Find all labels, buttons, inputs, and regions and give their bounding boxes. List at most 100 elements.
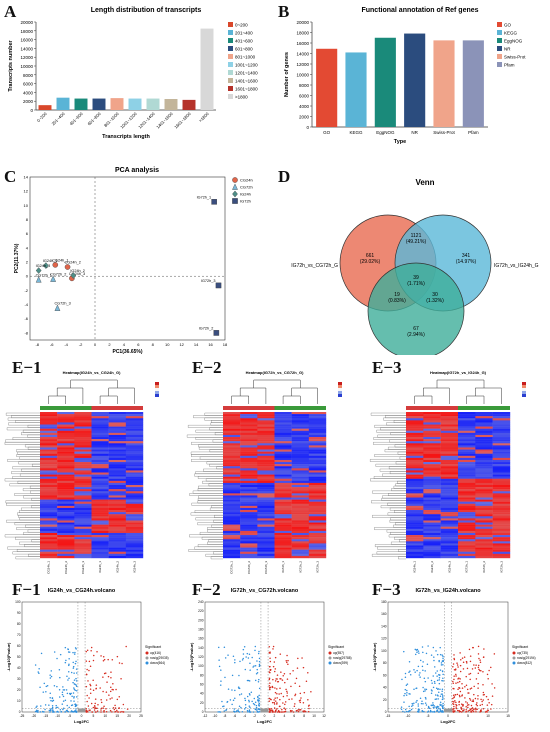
point-nosig (445, 708, 447, 710)
heatmap-cell (423, 545, 441, 548)
heatmap-cell (458, 532, 476, 536)
point-up (308, 707, 310, 710)
heatmap-cell (57, 516, 75, 519)
heatmap-cell (257, 532, 275, 536)
x-tick-label: 18 (223, 342, 228, 347)
point-up (475, 708, 477, 711)
venn-count: 661 (366, 253, 375, 259)
heatmap-cell (291, 412, 310, 415)
heatmap-cell (91, 437, 109, 440)
point-up (268, 671, 271, 673)
point-up (89, 688, 92, 690)
heatmap-cell (223, 420, 241, 423)
point-down (255, 672, 258, 675)
heatmap-cell (108, 420, 127, 423)
heatmap-cell (57, 518, 75, 521)
heatmap-cell (223, 539, 241, 542)
row-branch (11, 471, 40, 474)
plot-frame (387, 601, 509, 713)
point-up (276, 703, 278, 705)
heatmap-cell (240, 420, 258, 423)
heatmap-cell (257, 555, 275, 559)
point-up (290, 685, 292, 688)
point-down (68, 657, 70, 660)
heatmap-cell (274, 487, 292, 490)
heatmap-cell (223, 418, 241, 421)
heatmap-cell (492, 424, 511, 427)
heatmap-cell (57, 480, 75, 484)
point-down (52, 709, 54, 711)
row-branch (28, 553, 40, 557)
heatmap-cell (492, 489, 511, 492)
heatmap-cell (223, 428, 241, 431)
y-tick-label: -4 (24, 302, 28, 307)
point-down (68, 692, 71, 695)
point-down (416, 699, 418, 702)
heatmap-cell (91, 503, 109, 507)
heatmap-cell (91, 428, 109, 431)
heatmap-cell (57, 520, 75, 523)
heatmap-cell (40, 539, 58, 542)
point-down (49, 674, 51, 676)
row-dendrogram (4, 412, 40, 560)
heatmap-cell (458, 422, 476, 425)
column-dendrogram (414, 379, 502, 404)
heatmap-cell (423, 510, 441, 513)
row-branch (208, 483, 223, 487)
heatmap-cell (492, 543, 511, 546)
heatmap-cell (257, 478, 275, 482)
point-up (466, 688, 469, 691)
point-nosig (83, 708, 85, 710)
heatmap-cell (291, 497, 310, 500)
point-up (284, 701, 287, 703)
point-up (99, 687, 101, 689)
row-branch (190, 451, 223, 455)
row-branch (397, 451, 406, 455)
heatmap-cell (57, 487, 75, 490)
heatmap-cell (308, 545, 327, 548)
x-tick-label: EggNOG (376, 130, 395, 135)
point-up (486, 704, 489, 706)
bar (404, 33, 426, 127)
heatmap-cell (125, 507, 144, 511)
point-down (252, 711, 255, 713)
heatmap-cell (223, 422, 241, 425)
venn-count: 30 (432, 292, 438, 298)
heatmap-cell (406, 474, 424, 477)
heatmap-cell (308, 455, 327, 459)
row-branch (370, 478, 406, 482)
heatmap-cell (406, 495, 424, 498)
x-tick-label: 0 (264, 714, 266, 718)
y-tick-label: 20 (17, 688, 21, 692)
heatmap-cell (91, 455, 109, 459)
heatmap-cell (40, 522, 58, 525)
point-up (268, 645, 271, 648)
x-tick-label: 12 (322, 714, 326, 718)
heatmap-cell (223, 507, 241, 511)
point-down (66, 675, 68, 678)
heatmap-cell (108, 459, 127, 463)
heatmap-cell (74, 545, 92, 548)
point-nosig (450, 708, 452, 710)
heatmap-cell (57, 472, 75, 475)
point-up (297, 657, 299, 660)
heatmap-cell (458, 412, 476, 415)
point-up (115, 688, 117, 691)
row-branch (201, 536, 223, 540)
row-branch (379, 468, 406, 472)
point-down (249, 694, 251, 696)
heatmap-cell (125, 530, 144, 534)
point-down (62, 708, 64, 711)
column-dendrogram (231, 379, 318, 404)
heatmap-cell (74, 528, 92, 532)
point-down (68, 677, 70, 680)
heatmap-cell (274, 491, 292, 494)
point-up (481, 703, 483, 706)
heatmap-cell (492, 459, 511, 463)
heatmap-cell (108, 468, 127, 471)
heatmap-cell (440, 453, 459, 456)
point-up (291, 698, 293, 700)
heatmap-cell (291, 453, 310, 456)
point-down (73, 700, 75, 702)
heatmap-cell (74, 512, 92, 515)
